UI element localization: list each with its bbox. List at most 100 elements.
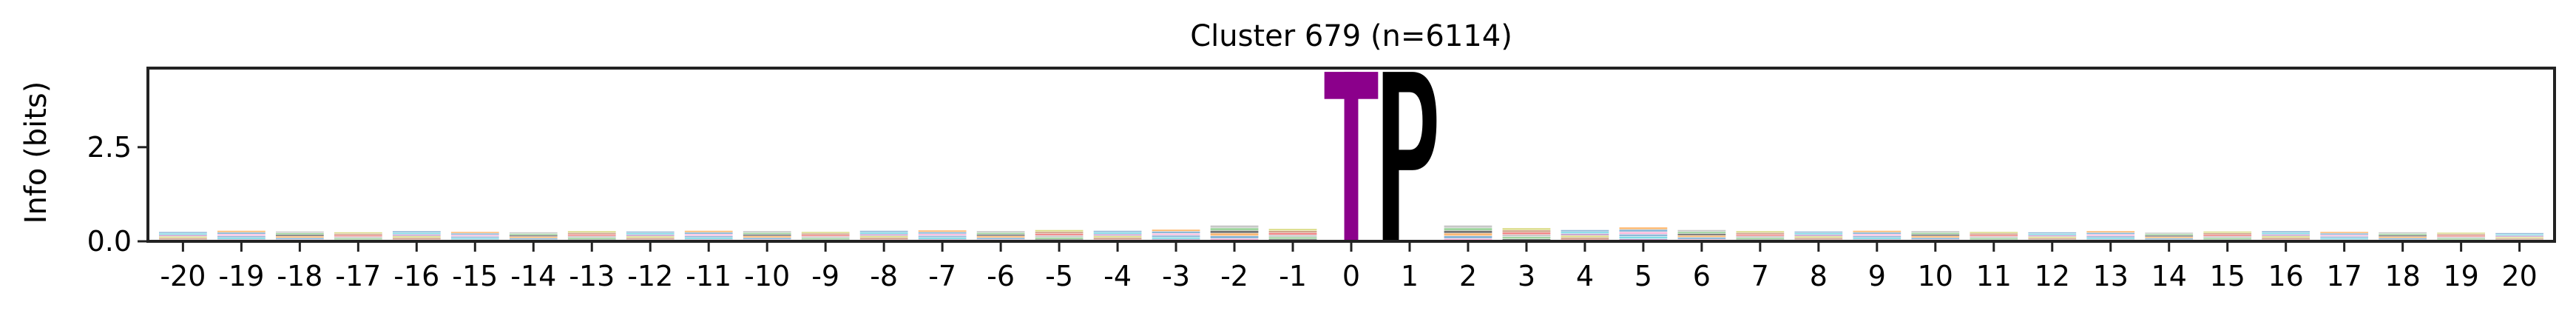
background-letter-band — [450, 236, 499, 238]
background-letter-band — [743, 232, 791, 235]
x-tick-label: -16 — [393, 260, 439, 292]
x-tick-label: -4 — [1103, 260, 1132, 292]
background-letter-band — [334, 238, 382, 240]
background-letter-band — [275, 235, 324, 236]
background-letter-band — [159, 233, 207, 235]
background-letter-band — [509, 235, 558, 237]
background-letter-band — [2320, 233, 2369, 235]
background-letter-band — [275, 231, 324, 233]
background-letter-band — [1619, 236, 1668, 239]
background-letter-band — [1677, 237, 1726, 239]
x-tick-label: 17 — [2326, 260, 2362, 292]
background-letter-band — [1210, 228, 1259, 231]
background-letter-band — [2437, 238, 2486, 240]
background-letter-band — [859, 234, 908, 236]
background-letter-band — [1561, 233, 1609, 235]
background-letter-band — [1970, 232, 2018, 233]
background-letter-band — [217, 232, 266, 234]
x-tick-label: -1 — [1279, 260, 1307, 292]
background-letter-band — [626, 238, 675, 240]
background-stack-12 — [2028, 232, 2077, 241]
x-tick-label: 14 — [2151, 260, 2187, 292]
background-letter-band — [2086, 231, 2135, 232]
background-letter-band — [1268, 237, 1317, 239]
x-tick-label: -15 — [452, 260, 498, 292]
background-letter-band — [1152, 231, 1200, 233]
x-tick-label: 11 — [1976, 260, 2012, 292]
background-letter-band — [334, 235, 382, 237]
background-letter-band — [1210, 235, 1259, 238]
x-tick-label: 15 — [2210, 260, 2245, 292]
x-tick-label: -6 — [987, 260, 1015, 292]
background-letter-band — [509, 233, 558, 235]
background-letter-band — [1502, 232, 1551, 235]
background-letter-band — [1093, 232, 1142, 234]
background-letter-band — [859, 232, 908, 234]
x-tick-label: -10 — [744, 260, 790, 292]
background-letter-band — [743, 238, 791, 240]
background-letter-band — [743, 236, 791, 238]
background-letter-band — [1152, 235, 1200, 238]
background-letter-band — [567, 232, 616, 235]
background-letter-band — [2145, 232, 2194, 234]
background-letter-band — [1736, 232, 1785, 235]
background-letter-band — [509, 236, 558, 238]
background-letter-band — [1561, 237, 1609, 239]
background-letter-band — [2495, 237, 2543, 238]
background-letter-band — [2086, 234, 2135, 236]
background-letter-band — [1619, 229, 1668, 232]
background-stack--9 — [801, 232, 850, 241]
background-stack--1 — [1268, 229, 1317, 241]
background-letter-band — [684, 234, 733, 236]
background-letter-band — [2145, 234, 2194, 235]
background-letter-band — [2028, 232, 2077, 234]
background-letter-band — [801, 232, 850, 233]
background-stack-17 — [2320, 232, 2369, 241]
background-letter-band — [801, 238, 850, 240]
background-stack--3 — [1152, 229, 1200, 241]
x-tick-label: -8 — [870, 260, 898, 292]
background-letter-band — [1210, 238, 1259, 241]
background-letter-band — [2495, 235, 2543, 237]
background-letter-band — [334, 233, 382, 235]
background-stack-15 — [2203, 231, 2252, 241]
background-stack--13 — [567, 231, 616, 241]
background-letter-band — [1970, 235, 2018, 237]
x-tick-label: 2 — [1459, 260, 1477, 292]
background-letter-band — [2028, 238, 2077, 240]
background-letter-band — [1268, 231, 1317, 233]
background-letter-band — [1853, 230, 1901, 232]
x-tick-label: 18 — [2384, 260, 2420, 292]
x-axis-ticks: -20 -19 -18 -17 -16 -15 -14 -13 -12 -11 -10 -9 -8 -7-… — [160, 241, 2538, 292]
background-letter-band — [976, 231, 1025, 232]
background-letter-band — [801, 235, 850, 237]
background-stack-8 — [1794, 231, 1843, 241]
background-letter-band — [1970, 238, 2018, 240]
background-letter-band — [275, 236, 324, 238]
x-tick-label: 20 — [2501, 260, 2537, 292]
background-letter-band — [684, 238, 733, 240]
x-tick-label: 0 — [1342, 260, 1360, 292]
x-tick-label: 16 — [2268, 260, 2304, 292]
background-letter-band — [2028, 236, 2077, 238]
x-tick-label: 7 — [1751, 260, 1769, 292]
background-letter-band — [2145, 235, 2194, 237]
background-letter-band — [1736, 234, 1785, 236]
background-letter-band — [1268, 229, 1317, 231]
background-letter-band — [2028, 233, 2077, 235]
background-letter-band — [743, 231, 791, 232]
background-letter-band — [1444, 238, 1492, 241]
background-letter-band — [450, 235, 499, 237]
background-letter-band — [684, 235, 733, 238]
background-stack--18 — [275, 231, 324, 241]
background-letter-band — [2437, 235, 2486, 237]
background-letter-band — [1794, 232, 1843, 235]
x-tick-label: -9 — [811, 260, 839, 292]
background-letter-band — [1911, 234, 1960, 236]
x-tick-label: 12 — [2035, 260, 2070, 292]
background-stack--20 — [159, 232, 207, 241]
background-letter-band — [1911, 238, 1960, 240]
background-letter-band — [2437, 232, 2486, 234]
x-tick-label: 19 — [2443, 260, 2478, 292]
background-letter-band — [1444, 230, 1492, 233]
